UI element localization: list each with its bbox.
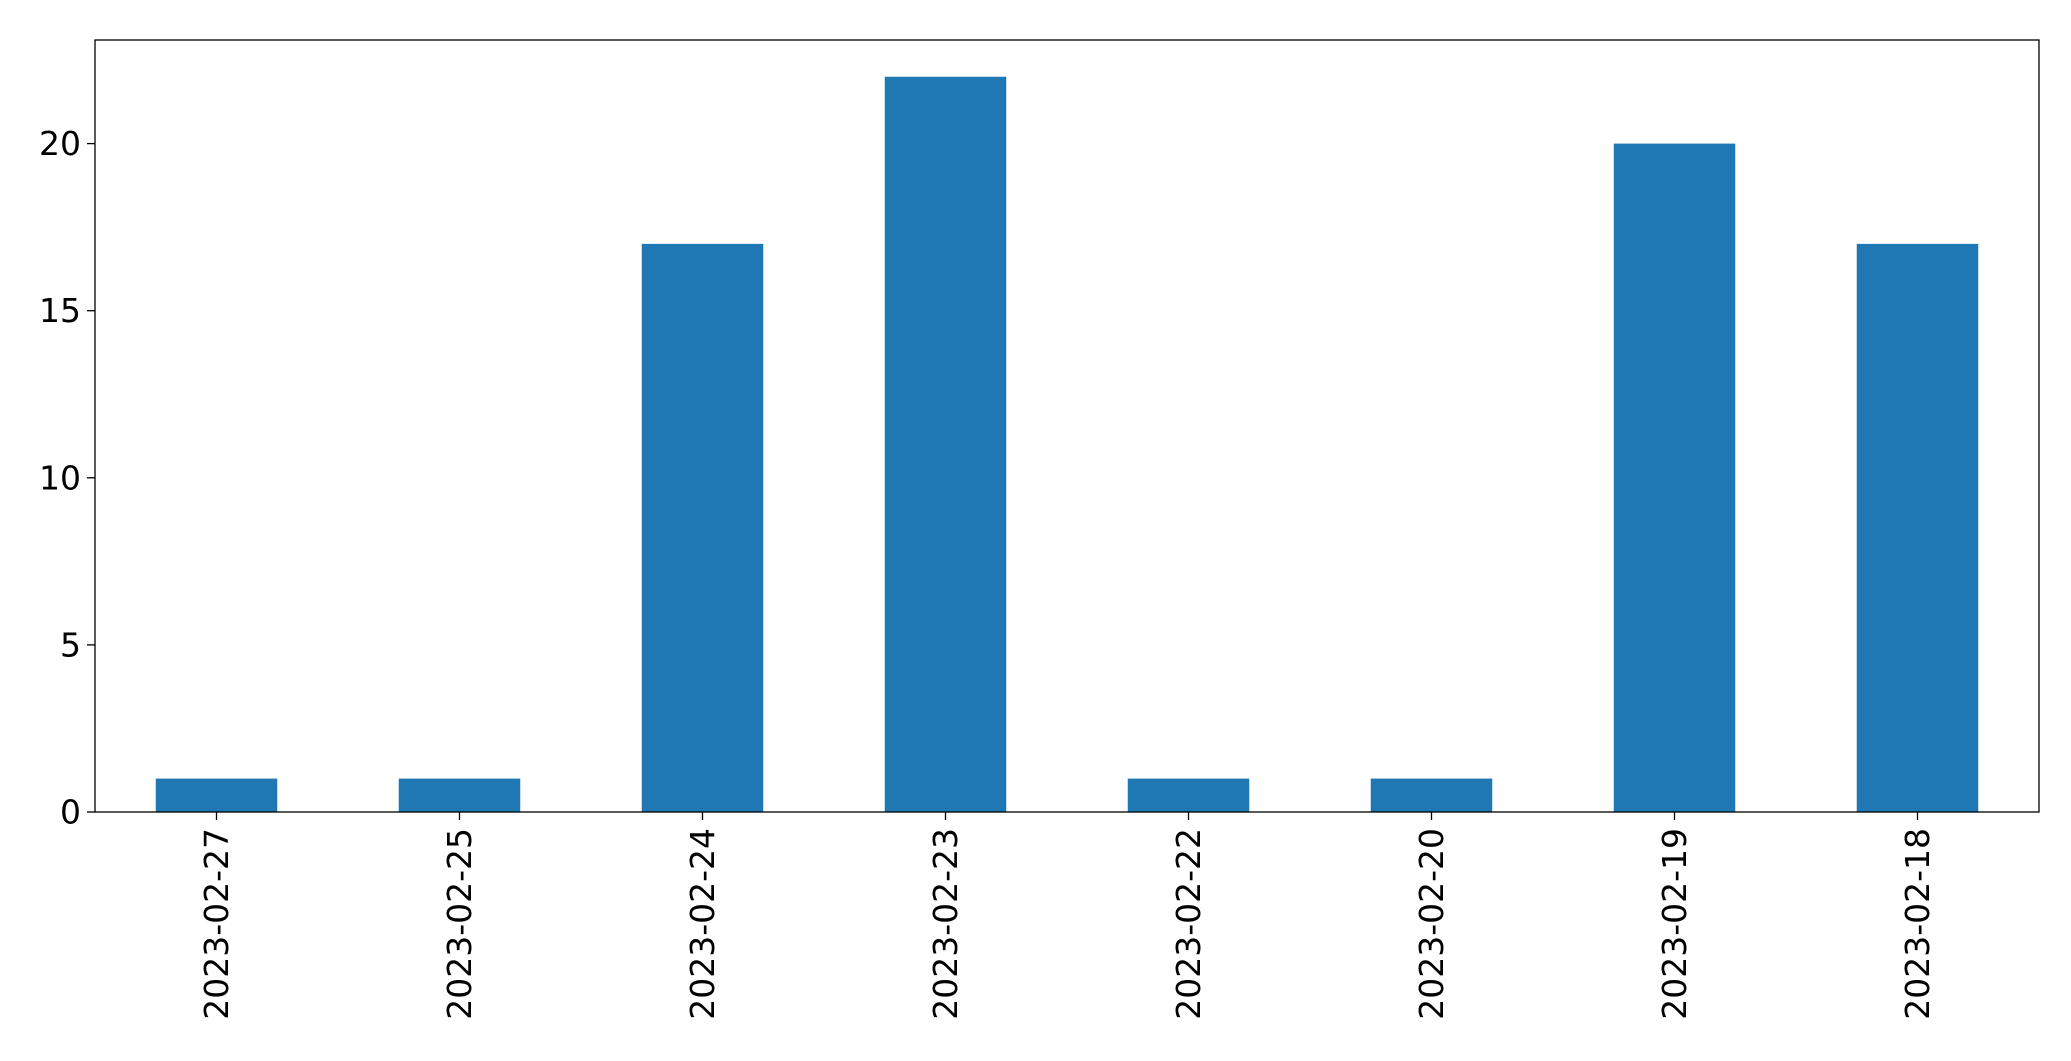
x-tick-label: 2023-02-23: [926, 828, 965, 1020]
bar-2023-02-19: [1613, 143, 1736, 812]
x-tick-label: 2023-02-27: [197, 828, 236, 1020]
x-tick-label: 2023-02-20: [1412, 828, 1451, 1020]
bar-2023-02-25: [398, 778, 521, 812]
x-tick-label: 2023-02-19: [1655, 828, 1694, 1020]
y-tick-label: 5: [60, 625, 81, 664]
y-tick-label: 15: [39, 291, 81, 330]
bar-2023-02-20: [1370, 778, 1493, 812]
x-tick-label: 2023-02-24: [683, 828, 722, 1020]
x-axis: 2023-02-27 2023-02-25 2023-02-24 2023-02-23…: [197, 812, 1937, 1020]
plot-frame: [94, 39, 2040, 813]
y-tick-label: 20: [39, 124, 81, 163]
bar-2023-02-22: [1127, 778, 1250, 812]
x-tick-label: 2023-02-18: [1898, 828, 1937, 1020]
bars-group: [155, 76, 1979, 813]
x-tick-label: 2023-02-22: [1169, 828, 1208, 1020]
y-tick-label: 10: [39, 458, 81, 497]
y-tick-label: 0: [60, 793, 81, 832]
bar-2023-02-18: [1856, 243, 1979, 813]
y-axis: 0 5 10 15 20: [39, 124, 95, 832]
bar-2023-02-27: [155, 778, 278, 812]
x-tick-label: 2023-02-25: [440, 828, 479, 1020]
bar-2023-02-23: [884, 76, 1007, 812]
bar-2023-02-24: [641, 243, 764, 813]
